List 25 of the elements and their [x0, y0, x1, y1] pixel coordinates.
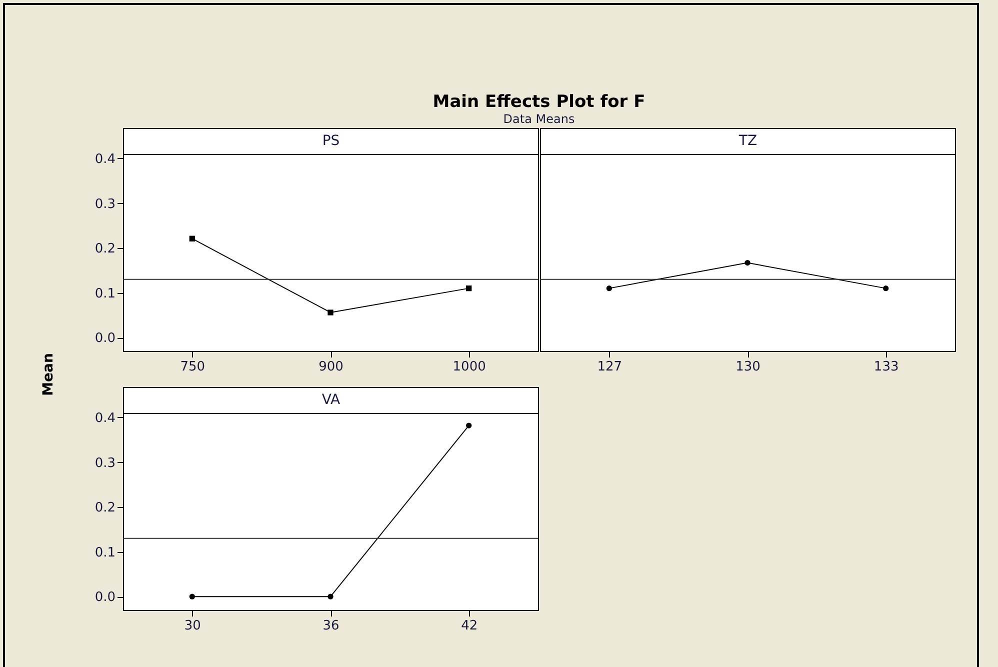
y-tick-label: 0.1 — [94, 286, 116, 302]
y-tick-label: 0.1 — [94, 545, 116, 560]
x-tick-label: 130 — [736, 360, 760, 374]
text: Data Means — [502, 112, 576, 126]
x-tick-label: 133 — [874, 360, 899, 374]
x-tick-label: 750 — [180, 360, 206, 374]
x-tick-label: 1000 — [452, 360, 486, 374]
y-tick-label: 0.0 — [94, 590, 116, 606]
x-tick-label: 30 — [184, 618, 201, 634]
y-tick-label: 0.3 — [94, 196, 116, 212]
x-tick-label: 900 — [318, 360, 344, 374]
y-tick-label: 0.4 — [94, 152, 116, 167]
x-tick-label: 127 — [597, 360, 622, 374]
y-tick-label: 0.2 — [94, 242, 116, 257]
chart-title: PS — [123, 128, 539, 154]
y-axis-title: Mean — [40, 353, 56, 396]
x-tick-label: 36 — [322, 618, 340, 634]
text: Main Effects Plot for F — [432, 92, 646, 112]
chart-title: TZ — [540, 128, 956, 154]
y-tick-label: 0.3 — [94, 456, 116, 471]
chart-title: VA — [123, 387, 539, 413]
x-tick-label: 42 — [461, 618, 478, 634]
y-tick-label: 0.0 — [94, 331, 116, 346]
y-tick-label: 0.2 — [94, 500, 116, 516]
y-tick-label: 0.4 — [94, 410, 116, 426]
